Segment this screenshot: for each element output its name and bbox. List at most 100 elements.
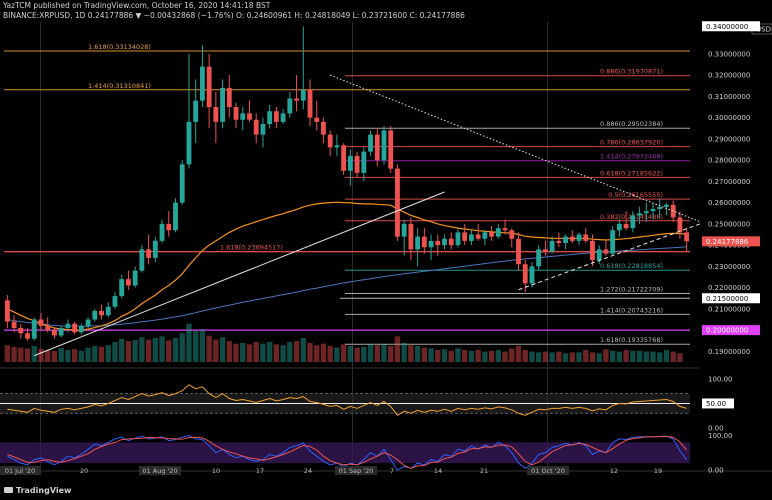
- candle-body: [408, 223, 414, 250]
- candle-body: [657, 206, 663, 209]
- volume-bar: [361, 346, 367, 362]
- candle-body: [556, 240, 562, 243]
- candle-body: [590, 240, 595, 260]
- price-label: 0.24177886: [706, 238, 749, 246]
- volume-bar: [354, 347, 360, 362]
- volume-bar: [623, 350, 629, 362]
- volume-bar: [502, 351, 508, 362]
- candle-body: [146, 249, 152, 258]
- volume-bar: [246, 344, 253, 362]
- publish-info: YazTCM published on TradingView.com, Oct…: [3, 1, 271, 10]
- price-tick-label: 0.31000000: [708, 93, 750, 101]
- candle-body: [267, 111, 273, 124]
- volume-bar: [670, 351, 676, 362]
- volume-bar: [596, 353, 602, 362]
- volume-bar: [448, 350, 454, 362]
- rsi-tick-label: 50.00: [706, 400, 726, 408]
- volume-bar: [414, 346, 421, 362]
- candle-body: [11, 321, 17, 328]
- candle-body: [199, 66, 205, 101]
- candle-body: [4, 300, 10, 322]
- candle-body: [334, 145, 340, 148]
- volume-bar: [388, 346, 394, 362]
- fib-level-label: 1.272(0.21722709): [600, 286, 663, 294]
- candle-body: [415, 236, 421, 250]
- volume-bar: [240, 342, 246, 362]
- tradingview-brand: TradingView: [16, 486, 72, 495]
- volume-bar: [4, 345, 11, 362]
- volume-bar: [488, 350, 495, 362]
- volume-bar: [529, 351, 535, 362]
- candle-body: [159, 223, 165, 241]
- fib-level-label: 1.414(0.31310841): [88, 82, 151, 90]
- volume-bar: [260, 343, 266, 362]
- volume-bar: [576, 352, 582, 362]
- candle-body: [469, 234, 474, 241]
- candle-body: [38, 319, 44, 326]
- volume-bar: [11, 346, 17, 362]
- candle-body: [166, 223, 172, 231]
- price-tick-label: 0.30000000: [708, 114, 750, 122]
- volume-bar: [119, 338, 125, 362]
- volume-bar: [609, 350, 616, 362]
- volume-bar: [38, 348, 44, 362]
- candle-body: [368, 134, 373, 152]
- candle-body: [522, 264, 528, 284]
- volume-bar: [603, 349, 609, 362]
- tradingview-logo: TradingView: [4, 486, 71, 495]
- fib-level-label: 1.618(0.19335768): [600, 336, 663, 344]
- candle-body: [616, 223, 622, 231]
- candle-body: [85, 319, 91, 326]
- candle-body: [563, 236, 568, 243]
- volume-bar: [112, 342, 118, 362]
- candle-body: [294, 98, 299, 101]
- candle-body: [321, 121, 326, 135]
- candle-body: [300, 90, 306, 101]
- rsi-tick-label: 0.00: [708, 425, 724, 433]
- volume-bar: [31, 346, 37, 362]
- price-tick-label: 0.21000000: [708, 305, 750, 313]
- candle-body: [253, 119, 259, 135]
- candle-body: [576, 234, 582, 241]
- candle-body: [25, 333, 30, 339]
- candle-body: [152, 240, 158, 258]
- candle-body: [78, 325, 84, 333]
- volume-bar: [307, 342, 313, 362]
- volume-bar: [509, 348, 515, 362]
- volume-bar: [266, 342, 273, 362]
- volume-bar: [78, 350, 85, 362]
- candle-body: [72, 323, 78, 333]
- candle-body: [542, 249, 548, 252]
- candle-body: [247, 113, 252, 120]
- candle-body: [193, 100, 199, 122]
- volume-bar: [334, 347, 340, 362]
- volume-bar: [206, 335, 212, 362]
- currency-tag-label: USD: [756, 26, 771, 34]
- fib-level-label: 0.786(0.28637920): [600, 139, 663, 147]
- volume-bar: [145, 339, 152, 362]
- candle-body: [569, 236, 575, 241]
- price-label-box: [702, 325, 760, 336]
- candle-body: [126, 279, 131, 286]
- volume-bar: [172, 338, 179, 362]
- candle-body: [186, 121, 192, 165]
- volume-bar: [253, 342, 259, 362]
- candle-body: [139, 249, 145, 271]
- candle-body: [347, 155, 353, 171]
- fib-level-label: 0.886(0.31970871): [600, 68, 663, 76]
- volume-bar: [226, 341, 232, 362]
- volume-bar: [495, 350, 502, 362]
- volume-bar: [273, 344, 280, 362]
- candle-body: [105, 306, 111, 316]
- candle-body: [637, 213, 642, 216]
- volume-bar: [462, 350, 468, 362]
- volume-bar: [192, 330, 199, 362]
- candle-body: [354, 155, 360, 173]
- fib-level-label: 0.618(0.27185622): [600, 169, 663, 177]
- volume-bar: [287, 342, 293, 362]
- volume-bar: [630, 350, 636, 362]
- candle-body: [381, 130, 387, 161]
- rsi-label-box: [702, 398, 734, 409]
